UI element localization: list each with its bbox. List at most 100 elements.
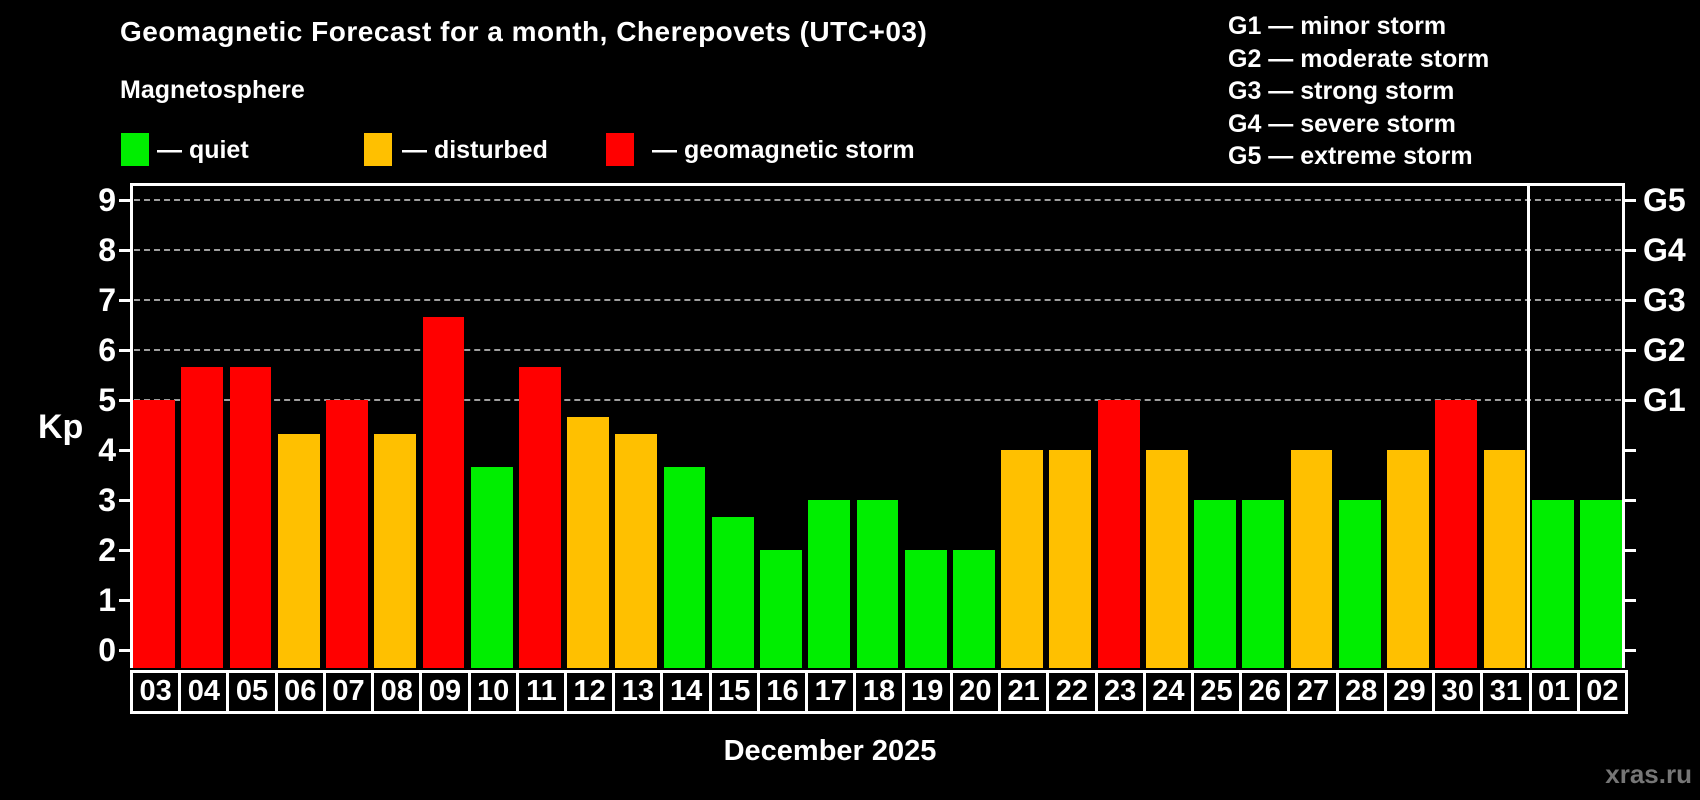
x-axis-day-labels: 03 04 05 06 07 08 09 10 11 12 13 14 15 16 17 18 19 20 21 22… xyxy=(130,670,1630,716)
y-tick-1 xyxy=(119,599,130,602)
bar-day-28 xyxy=(1338,500,1381,668)
g-scale-legend: G1 — minor storm G2 — moderate storm G3 … xyxy=(1228,10,1489,173)
right-tick-9 xyxy=(1625,199,1636,202)
bar-day-10 xyxy=(470,466,513,668)
bar-day-06 xyxy=(277,433,320,668)
bar-day-29 xyxy=(1387,450,1429,668)
watermark: xras.ru xyxy=(1605,759,1692,789)
bar-day-05 xyxy=(229,366,272,668)
quiet-swatch-icon xyxy=(121,133,149,166)
gridline-kp-8 xyxy=(134,249,1621,251)
y-axis-label-kp: Kp xyxy=(38,408,84,446)
y-tick-2 xyxy=(119,549,130,552)
bar-day-18 xyxy=(856,500,899,668)
bar-day-02 xyxy=(1579,500,1622,668)
bar-day-25 xyxy=(1194,500,1236,668)
bar-day-07 xyxy=(326,400,368,668)
day-label-30: 30 xyxy=(1432,670,1484,714)
g-legend-line-g3: G3 — strong storm xyxy=(1228,77,1455,105)
g-legend-line-g4: G4 — severe storm xyxy=(1228,109,1456,138)
y-tick-label-0: 0 xyxy=(98,632,116,668)
gridline-kp-6 xyxy=(134,349,1621,351)
y-tick-label-6: 6 xyxy=(98,332,116,368)
day-label-14: 14 xyxy=(660,670,712,714)
bar-day-15 xyxy=(711,516,754,668)
bar-day-22 xyxy=(1049,450,1092,668)
right-tick-8 xyxy=(1625,249,1636,252)
right-tick-2 xyxy=(1625,549,1636,552)
y-tick-6 xyxy=(119,349,130,352)
magnetosphere-label: Magnetosphere xyxy=(120,76,305,104)
y-tick-9 xyxy=(119,199,130,202)
day-label-29: 29 xyxy=(1383,670,1436,714)
day-label-28: 28 xyxy=(1335,670,1387,714)
bar-day-13 xyxy=(615,433,658,668)
day-label-12: 12 xyxy=(564,670,616,714)
day-label-06: 06 xyxy=(274,670,326,714)
legend-item-disturbed: — disturbed xyxy=(402,136,548,164)
day-label-25: 25 xyxy=(1190,670,1243,714)
day-label-07: 07 xyxy=(322,670,375,714)
day-label-09: 09 xyxy=(419,670,471,714)
bar-day-08 xyxy=(374,433,417,668)
storm-swatch-icon xyxy=(606,133,634,166)
bar-day-11 xyxy=(519,366,561,668)
bar-day-19 xyxy=(904,550,947,668)
y-tick-label-7: 7 xyxy=(98,282,116,318)
right-tick-7 xyxy=(1625,299,1636,302)
y-tick-0 xyxy=(119,649,130,652)
day-label-24: 24 xyxy=(1142,670,1194,714)
bar-day-12 xyxy=(567,416,610,668)
gridline-kp-9 xyxy=(134,199,1621,201)
bar-day-23 xyxy=(1097,400,1140,668)
day-label-27: 27 xyxy=(1287,670,1339,714)
g-label-g3: G3 xyxy=(1643,282,1686,318)
gridline-kp-5 xyxy=(134,399,1621,401)
day-label-22: 22 xyxy=(1046,670,1098,714)
plot-border-left xyxy=(130,183,133,668)
day-label-17: 17 xyxy=(805,670,857,714)
y-tick-label-5: 5 xyxy=(98,382,116,418)
plot-border-right xyxy=(1622,183,1625,668)
right-tick-4 xyxy=(1625,449,1636,452)
bar-day-01 xyxy=(1531,500,1574,668)
y-tick-8 xyxy=(119,249,130,252)
g-legend-line-g1: G1 — minor storm xyxy=(1228,12,1447,40)
day-label-01: 01 xyxy=(1528,670,1580,714)
day-label-08: 08 xyxy=(371,670,423,714)
g-legend-line-g2: G2 — moderate storm xyxy=(1228,44,1490,73)
g-label-g1: G1 xyxy=(1643,382,1686,418)
bar-day-27 xyxy=(1290,450,1333,668)
y-tick-4 xyxy=(119,449,130,452)
y-tick-label-1: 1 xyxy=(98,582,116,618)
legend-item-quiet: — quiet xyxy=(157,136,249,164)
day-label-13: 13 xyxy=(612,670,664,714)
day-label-02: 02 xyxy=(1576,670,1628,714)
day-label-18: 18 xyxy=(853,670,905,714)
bar-day-21 xyxy=(1001,450,1044,668)
g-label-g4: G4 xyxy=(1643,232,1686,268)
bar-day-16 xyxy=(760,550,802,668)
bar-day-17 xyxy=(808,500,851,668)
day-label-03: 03 xyxy=(130,670,182,714)
bar-day-30 xyxy=(1435,400,1478,668)
g-label-g5: G5 xyxy=(1643,182,1686,218)
page-title: Geomagnetic Forecast for a month, Cherep… xyxy=(120,16,928,47)
right-tick-5 xyxy=(1625,399,1636,402)
bar-day-26 xyxy=(1242,500,1285,668)
day-label-23: 23 xyxy=(1094,670,1146,714)
day-label-10: 10 xyxy=(467,670,519,714)
bar-day-03 xyxy=(133,400,175,668)
bar-day-09 xyxy=(422,316,465,668)
y-tick-label-2: 2 xyxy=(98,532,116,568)
right-tick-3 xyxy=(1625,499,1636,502)
bar-day-20 xyxy=(953,550,995,668)
y-tick-label-9: 9 xyxy=(98,182,116,218)
day-label-19: 19 xyxy=(901,670,953,714)
bar-day-04 xyxy=(181,366,224,668)
y-tick-7 xyxy=(119,299,130,302)
legend-item-storm: — geomagnetic storm xyxy=(652,136,915,164)
y-tick-label-3: 3 xyxy=(98,482,116,518)
day-label-21: 21 xyxy=(998,670,1050,714)
y-tick-label-8: 8 xyxy=(98,232,116,268)
